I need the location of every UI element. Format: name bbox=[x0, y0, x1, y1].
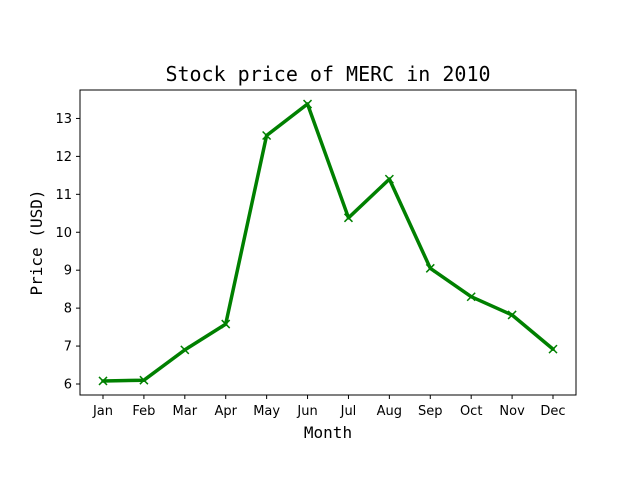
x-tick-label: Dec bbox=[540, 404, 565, 419]
x-tick-label: Nov bbox=[499, 404, 525, 419]
x-tick-label: Aug bbox=[377, 404, 402, 419]
data-point-marker bbox=[548, 344, 558, 354]
y-tick-label: 7 bbox=[64, 340, 72, 355]
y-tick-label: 6 bbox=[64, 377, 72, 392]
x-tick-label: Mar bbox=[173, 404, 198, 419]
x-tick-label: Apr bbox=[214, 404, 237, 419]
x-tick-label: Jun bbox=[296, 404, 317, 419]
price-series-markers bbox=[98, 99, 558, 386]
data-point-marker bbox=[262, 130, 272, 141]
data-point-marker bbox=[466, 292, 476, 302]
y-tick-label: 13 bbox=[55, 112, 72, 127]
y-tick-label: 11 bbox=[55, 188, 72, 203]
x-tick-label: Oct bbox=[460, 404, 482, 419]
price-series-line bbox=[101, 102, 555, 383]
data-point-marker bbox=[425, 263, 435, 273]
x-tick-label: Jan bbox=[92, 404, 113, 419]
chart-title: Stock price of MERC in 2010 bbox=[165, 62, 490, 86]
x-tick-label: May bbox=[253, 404, 280, 419]
data-point-marker bbox=[507, 310, 517, 320]
y-tick-label: 8 bbox=[64, 302, 72, 317]
y-tick-label: 9 bbox=[64, 264, 72, 279]
y-tick-label: 12 bbox=[55, 150, 72, 165]
x-tick-label: Sep bbox=[418, 404, 443, 419]
y-axis-label: Price (USD) bbox=[27, 190, 46, 296]
plot-frame bbox=[79, 89, 577, 396]
x-tick-label: Jul bbox=[340, 404, 357, 419]
x-axis-label: Month bbox=[304, 423, 352, 442]
data-point-marker bbox=[343, 213, 353, 223]
data-point-marker bbox=[98, 376, 108, 386]
data-point-marker bbox=[221, 319, 231, 329]
x-tick-label: Feb bbox=[132, 404, 155, 419]
y-tick-label: 10 bbox=[55, 226, 72, 241]
x-axis: Jan Feb Mar Apr May Jun Jul Aug Sep Oct Nov Dec bbox=[92, 395, 566, 419]
data-point-marker bbox=[139, 375, 149, 385]
data-point-marker bbox=[180, 345, 190, 355]
data-point-marker bbox=[384, 174, 394, 184]
y-axis: 6 7 8 9 10 11 12 13 bbox=[55, 112, 80, 392]
data-point-marker bbox=[303, 99, 313, 109]
